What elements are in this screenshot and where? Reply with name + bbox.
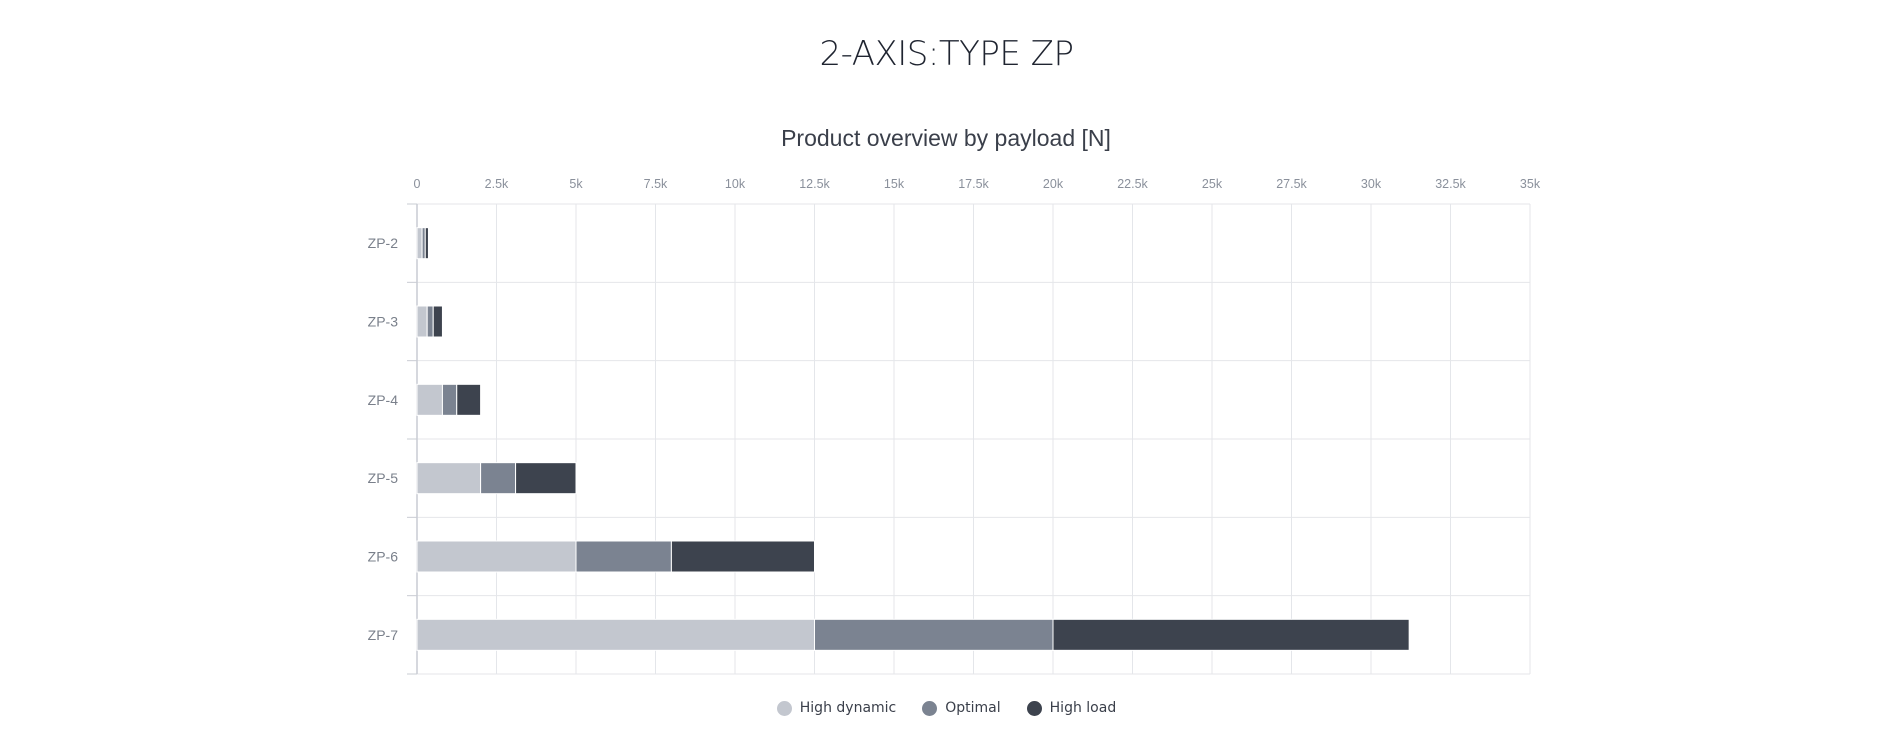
x-tick-label: 0 (414, 177, 421, 191)
legend-swatch-icon (922, 700, 938, 716)
category-label: ZP-4 (368, 392, 399, 408)
x-tick-label: 17.5k (958, 177, 989, 191)
x-tick-label: 30k (1361, 177, 1382, 191)
bar-segment-high-load[interactable] (515, 462, 577, 495)
legend-label: High load (1049, 700, 1117, 716)
legend-item[interactable]: High load (1026, 700, 1117, 716)
bars (416, 227, 1410, 651)
x-tick-label: 7.5k (644, 177, 668, 191)
category-label: ZP-6 (368, 549, 399, 565)
bar-segment-high-load[interactable] (424, 227, 429, 260)
x-tick-label: 27.5k (1276, 177, 1307, 191)
x-tick-label: 32.5k (1435, 177, 1466, 191)
category-label: ZP-2 (368, 235, 399, 251)
legend-item[interactable]: Optimal (922, 700, 1001, 716)
x-tick-label: 2.5k (485, 177, 509, 191)
grid (407, 203, 1531, 675)
bar-segment-high-dynamic[interactable] (416, 462, 482, 495)
x-tick-label: 15k (884, 177, 905, 191)
category-label: ZP-5 (368, 470, 399, 486)
category-label: ZP-7 (368, 627, 399, 643)
x-tick-label: 10k (725, 177, 746, 191)
bar-segment-optimal[interactable] (814, 618, 1054, 651)
payload-chart: Product overview by payload [N] 0 2.5k 5k 7… (368, 125, 1541, 675)
x-tick-label: 22.5k (1117, 177, 1148, 191)
bar-segment-high-dynamic[interactable] (416, 618, 815, 651)
bar-segment-optimal[interactable] (426, 305, 434, 338)
bar-segment-high-load[interactable] (1052, 618, 1410, 651)
bar-segment-high-load[interactable] (456, 383, 482, 416)
x-tick-label: 12.5k (799, 177, 830, 191)
legend-item[interactable]: High dynamic (776, 700, 897, 716)
page-title: 2-AXIS:TYPE ZP (819, 34, 1074, 74)
bar-segment-high-dynamic[interactable] (416, 227, 423, 260)
bar-segment-high-dynamic[interactable] (416, 383, 443, 416)
bar-segment-optimal[interactable] (480, 462, 517, 495)
x-tick-label: 35k (1520, 177, 1541, 191)
bar-segment-optimal[interactable] (441, 383, 458, 416)
chart-title: Product overview by payload [N] (781, 125, 1111, 151)
y-axis-categories: ZP-2 ZP-3 ZP-4 ZP-5 ZP-6 ZP-7 (368, 235, 399, 643)
legend-swatch-icon (776, 700, 792, 716)
legend-label: High dynamic (799, 700, 897, 716)
bar-segment-high-load[interactable] (670, 540, 816, 573)
x-tick-label: 25k (1202, 177, 1223, 191)
bar-segment-high-dynamic[interactable] (416, 305, 428, 338)
bar-segment-optimal[interactable] (575, 540, 672, 573)
legend: High dynamic Optimal High load (0, 700, 1893, 716)
legend-label: Optimal (945, 700, 1001, 716)
bar-segment-high-load[interactable] (432, 305, 443, 338)
x-tick-label: 20k (1043, 177, 1064, 191)
x-tick-label: 5k (569, 177, 583, 191)
bar-segment-high-dynamic[interactable] (416, 540, 577, 573)
x-axis-ticks: 0 2.5k 5k 7.5k 10k 12.5k 15k 17.5k 20k 22.5k 25k 27… (414, 177, 1541, 191)
legend-swatch-icon (1026, 700, 1042, 716)
category-label: ZP-3 (368, 314, 399, 330)
